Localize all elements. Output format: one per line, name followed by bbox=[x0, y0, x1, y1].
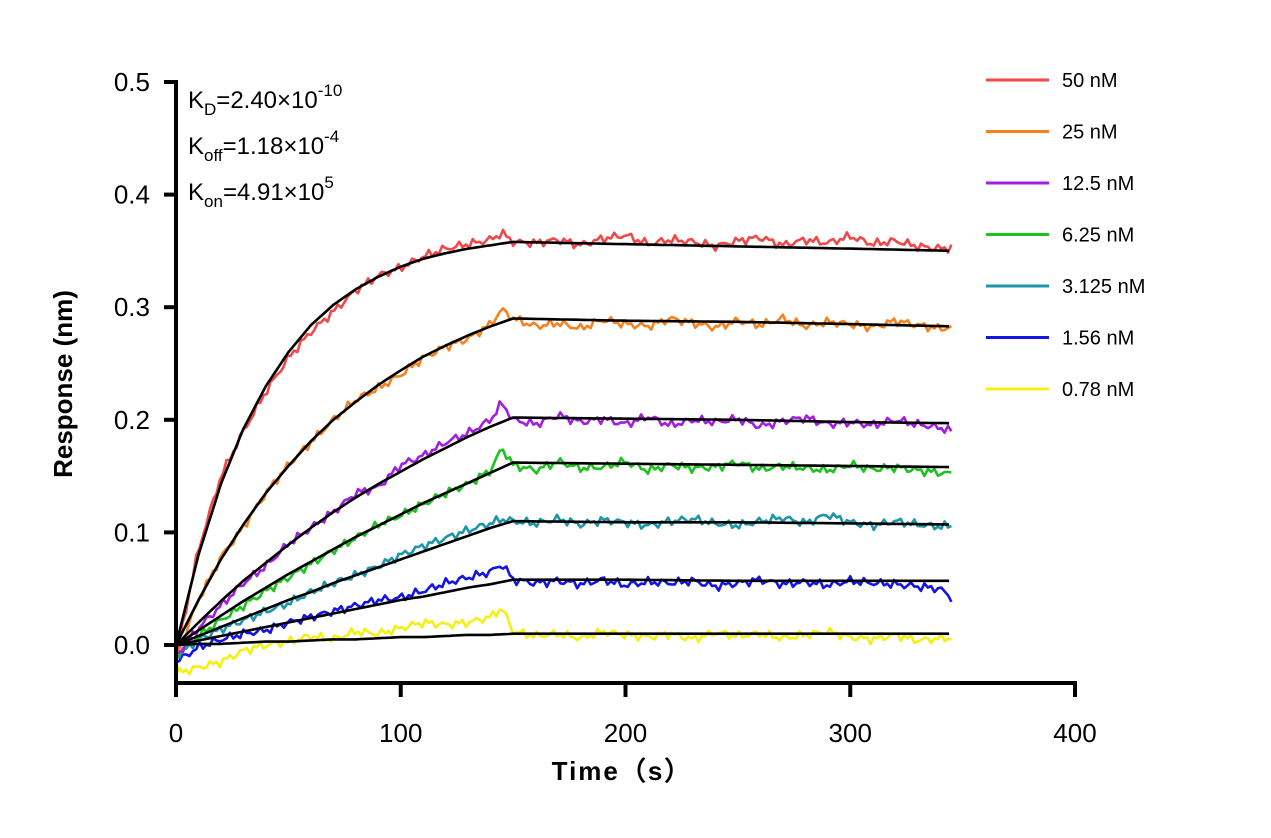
fit-line-3-125-nM bbox=[175, 519, 950, 647]
kinetic-constant-main: K bbox=[188, 87, 204, 114]
x-tick-label: 0 bbox=[169, 718, 183, 748]
legend: 50 nM 25 nM 12.5 nM 6.25 nM 3.125 nM 1.56 nM 0… bbox=[986, 70, 1145, 401]
kinetic-constant-main: K bbox=[188, 133, 204, 160]
x-tick-label: 200 bbox=[604, 718, 647, 748]
kinetic-constant-sup: -4 bbox=[324, 127, 339, 146]
y-tick-label: 0.0 bbox=[114, 630, 150, 660]
y-ticks: 0.0 0.1 0.2 0.3 0.4 0.5 bbox=[114, 67, 176, 660]
kinetic-constant-main: K bbox=[188, 179, 204, 206]
legend-label: 50 nM bbox=[1062, 70, 1118, 92]
fit-line-6-25-nM bbox=[175, 461, 950, 647]
x-ticks: 0 100 200 300 400 bbox=[169, 683, 1097, 748]
kinetic-constant-label: KD=2.40×10-10 bbox=[188, 81, 342, 119]
series-line-6-25-nM bbox=[174, 448, 952, 659]
kinetic-constant-label: Koff=1.18×10-4 bbox=[188, 127, 339, 165]
kinetic-constant-text: =2.40×10 bbox=[216, 87, 317, 114]
series-line-3-125-nM bbox=[175, 512, 952, 659]
series-line-12-5-nM bbox=[175, 400, 953, 656]
legend-label: 25 nM bbox=[1062, 122, 1118, 144]
fit-line-25-nM bbox=[174, 317, 950, 646]
legend-label: 1.56 nM bbox=[1062, 328, 1134, 350]
legend-label: 0.78 nM bbox=[1062, 379, 1134, 401]
kinetic-constant-sub: on bbox=[204, 192, 223, 211]
series-line-1-56-nM bbox=[175, 565, 953, 664]
fit-line-12-5-nM bbox=[175, 416, 950, 646]
series-line-50-nM bbox=[174, 228, 953, 657]
y-axis-title: Response (nm) bbox=[48, 290, 78, 478]
fit-line-0-78-nM bbox=[175, 632, 950, 647]
kinetic-constant-text: =1.18×10 bbox=[223, 133, 324, 160]
y-tick-label: 0.5 bbox=[114, 67, 150, 97]
legend-label: 3.125 nM bbox=[1062, 276, 1145, 298]
y-tick-label: 0.4 bbox=[114, 180, 150, 210]
kinetic-constant-sub: D bbox=[204, 100, 216, 119]
y-tick-label: 0.2 bbox=[114, 405, 150, 435]
y-tick-label: 0.1 bbox=[114, 517, 150, 547]
y-tick-label: 0.3 bbox=[114, 292, 150, 322]
kinetic-constant-sup: -10 bbox=[318, 81, 343, 100]
x-tick-label: 300 bbox=[829, 718, 872, 748]
fit-line-50-nM bbox=[174, 240, 950, 646]
x-tick-label: 400 bbox=[1053, 718, 1096, 748]
kinetic-constant-text: =4.91×10 bbox=[223, 179, 324, 206]
x-axis-title: Time（s） bbox=[552, 756, 693, 786]
x-tick-label: 100 bbox=[379, 718, 422, 748]
fit-line-1-56-nM bbox=[175, 578, 950, 647]
legend-label: 6.25 nM bbox=[1062, 225, 1134, 247]
kinetic-constant-sub: off bbox=[204, 146, 223, 165]
kinetic-constant-sup: 5 bbox=[324, 173, 333, 192]
legend-label: 12.5 nM bbox=[1062, 173, 1134, 195]
plot-area bbox=[174, 228, 953, 677]
kinetic-constant-label: Kon=4.91×105 bbox=[188, 173, 334, 211]
